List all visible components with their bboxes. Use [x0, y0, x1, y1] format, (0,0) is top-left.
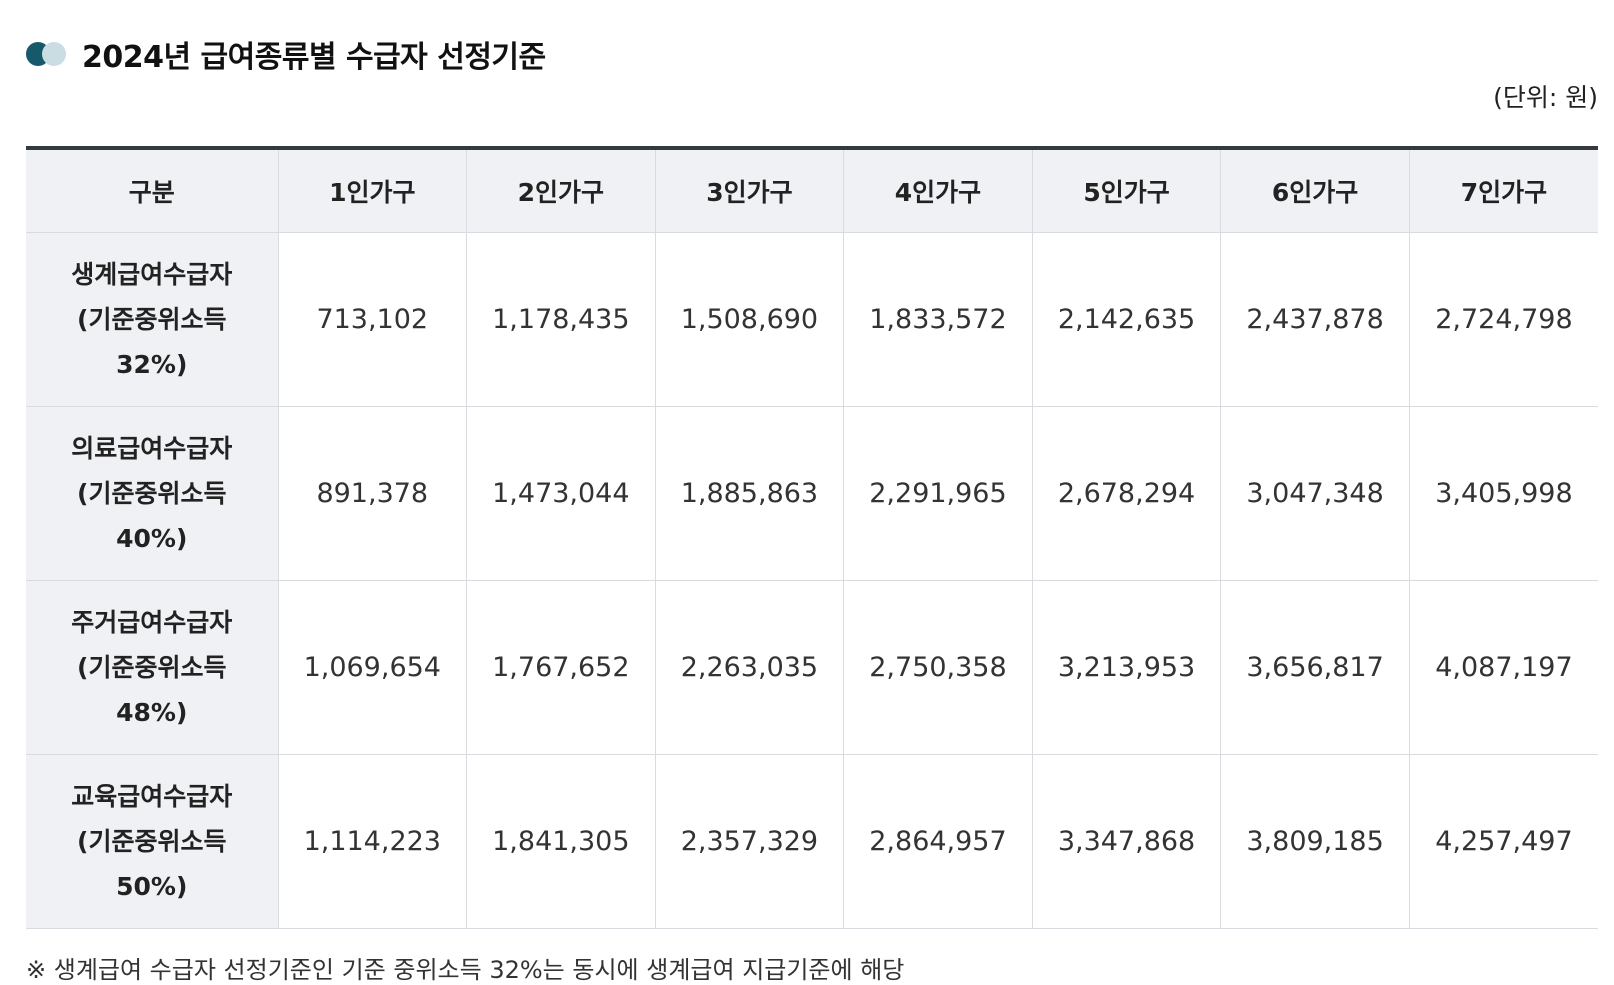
header-household-1: 1인가구 — [278, 150, 468, 233]
table-row-education: 교육급여수급자 (기준중위소득 50%) 1,114,223 1,841,305… — [26, 754, 1598, 929]
table-cell: 3,656,817 — [1220, 580, 1410, 755]
table-cell: 4,257,497 — [1409, 754, 1598, 929]
criteria-table: 구분 1인가구 2인가구 3인가구 4인가구 5인가구 6인가구 7인가구 생계… — [26, 150, 1598, 929]
table-cell: 3,213,953 — [1032, 580, 1222, 755]
table-cell: 2,864,957 — [843, 754, 1033, 929]
bullet-dot-light — [42, 42, 66, 66]
header-household-4: 4인가구 — [843, 150, 1033, 233]
table-cell: 2,263,035 — [655, 580, 845, 755]
row-label-line: 생계급여수급자 — [71, 260, 233, 289]
table-cell: 4,087,197 — [1409, 580, 1598, 755]
row-label-line: 주거급여수급자 — [71, 608, 233, 637]
row-label-line: (기준중위소득 — [77, 479, 227, 508]
header-category: 구분 — [26, 150, 279, 233]
row-label-livelihood: 생계급여수급자 (기준중위소득 32%) — [26, 232, 279, 407]
table-cell: 1,473,044 — [466, 406, 656, 581]
table-cell: 713,102 — [278, 232, 468, 407]
table-cell: 2,291,965 — [843, 406, 1033, 581]
header-household-6: 6인가구 — [1220, 150, 1410, 233]
table-cell: 3,047,348 — [1220, 406, 1410, 581]
criteria-table-container: 구분 1인가구 2인가구 3인가구 4인가구 5인가구 6인가구 7인가구 생계… — [26, 146, 1598, 929]
row-label-line: 교육급여수급자 — [71, 782, 233, 811]
table-cell: 2,437,878 — [1220, 232, 1410, 407]
unit-label: (단위: 원) — [1493, 83, 1598, 112]
table-cell: 3,809,185 — [1220, 754, 1410, 929]
table-cell: 2,357,329 — [655, 754, 845, 929]
table-cell: 1,833,572 — [843, 232, 1033, 407]
row-label-line: 40%) — [116, 524, 188, 553]
table-cell: 891,378 — [278, 406, 468, 581]
table-cell: 3,347,868 — [1032, 754, 1222, 929]
table-row-housing: 주거급여수급자 (기준중위소득 48%) 1,069,654 1,767,652… — [26, 580, 1598, 755]
header-household-2: 2인가구 — [466, 150, 656, 233]
row-label-line: 32%) — [116, 350, 188, 379]
row-label-line: 50%) — [116, 872, 188, 901]
table-row-livelihood: 생계급여수급자 (기준중위소득 32%) 713,102 1,178,435 1… — [26, 232, 1598, 407]
header-household-7: 7인가구 — [1409, 150, 1598, 233]
row-label-line: 48%) — [116, 698, 188, 727]
table-cell: 2,724,798 — [1409, 232, 1598, 407]
row-label-line: (기준중위소득 — [77, 827, 227, 856]
table-cell: 1,114,223 — [278, 754, 468, 929]
table-cell: 2,142,635 — [1032, 232, 1222, 407]
table-header-row: 구분 1인가구 2인가구 3인가구 4인가구 5인가구 6인가구 7인가구 — [26, 150, 1598, 233]
row-label-education: 교육급여수급자 (기준중위소득 50%) — [26, 754, 279, 929]
row-label-line: (기준중위소득 — [77, 305, 227, 334]
table-cell: 1,767,652 — [466, 580, 656, 755]
row-label-medical: 의료급여수급자 (기준중위소득 40%) — [26, 406, 279, 581]
header-household-3: 3인가구 — [655, 150, 845, 233]
row-label-housing: 주거급여수급자 (기준중위소득 48%) — [26, 580, 279, 755]
row-label-line: (기준중위소득 — [77, 653, 227, 682]
title-bullet-icon — [26, 41, 70, 67]
row-label-line: 의료급여수급자 — [71, 434, 233, 463]
section-title: 2024년 급여종류별 수급자 선정기준 — [82, 40, 546, 75]
table-row-medical: 의료급여수급자 (기준중위소득 40%) 891,378 1,473,044 1… — [26, 406, 1598, 581]
table-cell: 2,678,294 — [1032, 406, 1222, 581]
table-cell: 1,841,305 — [466, 754, 656, 929]
table-cell: 1,885,863 — [655, 406, 845, 581]
table-cell: 3,405,998 — [1409, 406, 1598, 581]
table-cell: 2,750,358 — [843, 580, 1033, 755]
header-household-5: 5인가구 — [1032, 150, 1222, 233]
table-cell: 1,069,654 — [278, 580, 468, 755]
table-cell: 1,508,690 — [655, 232, 845, 407]
section-header: 2024년 급여종류별 수급자 선정기준 — [26, 30, 546, 78]
table-cell: 1,178,435 — [466, 232, 656, 407]
